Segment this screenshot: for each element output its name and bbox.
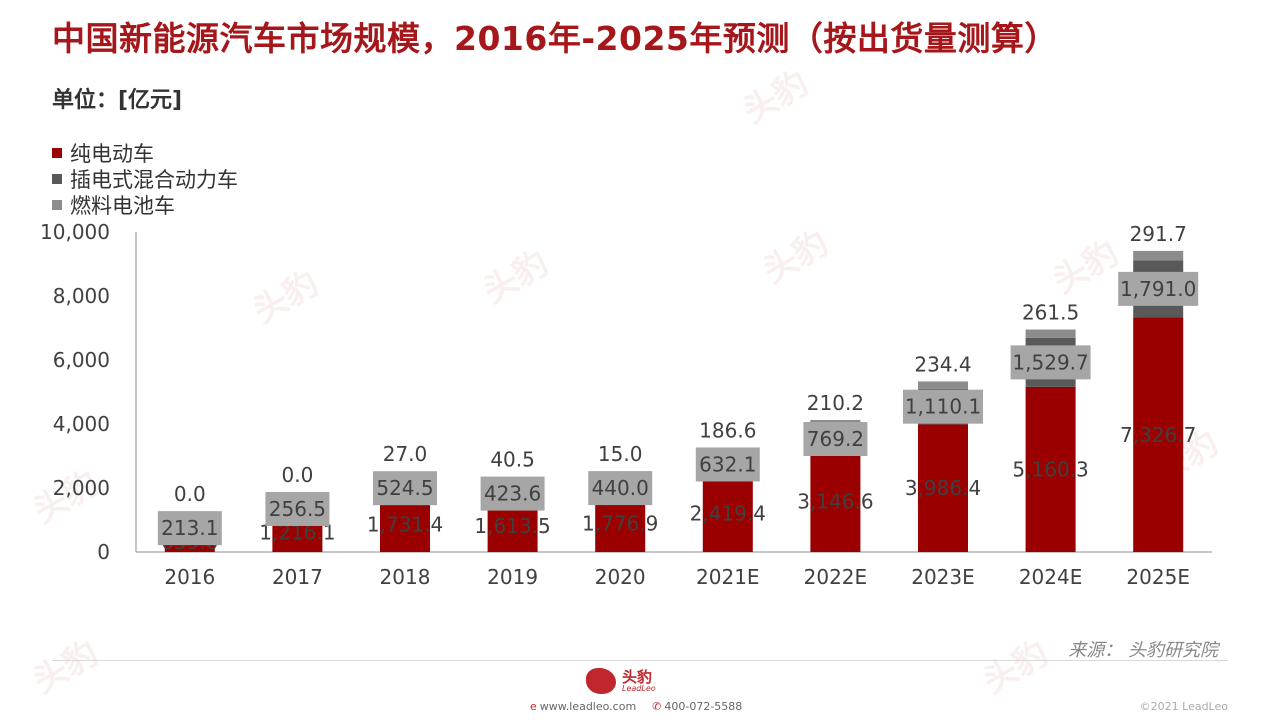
footer-divider (52, 660, 1228, 661)
x-tick-label: 2020 (595, 565, 646, 589)
data-label-box-phev (1010, 345, 1091, 380)
y-tick-label: 6,000 (53, 348, 110, 372)
legend-item-phev: 插电式混合动力车 (52, 166, 238, 192)
data-label-box-phev (265, 491, 330, 526)
y-tick-label: 0 (97, 540, 110, 564)
data-label-bev: 5,160.3 (1012, 457, 1088, 481)
data-label-box-phev (373, 471, 437, 506)
web-icon: e (530, 700, 537, 713)
data-label-fcev: 15.0 (598, 442, 643, 466)
data-label-bev: 2,419.4 (690, 501, 766, 525)
data-label-phev: 256.5 (269, 497, 326, 521)
data-label-bev: 7,326.7 (1120, 423, 1196, 447)
leadleo-logo: 头豹 LeadLeo (586, 668, 656, 694)
website-link[interactable]: e www.leadleo.com (530, 700, 636, 713)
data-label-fcev: 261.5 (1022, 301, 1079, 325)
page-title: 中国新能源汽车市场规模，2016年-2025年预测（按出货量测算） (52, 19, 1058, 58)
data-label-fcev: 27.0 (383, 442, 428, 466)
legend-label-fcev: 燃料电池车 (70, 194, 175, 218)
data-label-bev: 1,613.5 (474, 514, 550, 538)
data-label-phev: 632.1 (699, 452, 756, 476)
bar-segment-fcev (918, 381, 968, 389)
bar-segment-bev (918, 424, 968, 552)
data-label-box-phev (588, 471, 653, 506)
unit-label: 单位：[亿元] (52, 88, 183, 113)
data-label-box-phev (480, 476, 545, 511)
data-label-phev: 213.1 (161, 516, 218, 540)
data-label-fcev: 0.0 (174, 482, 206, 506)
data-label-phev: 423.6 (484, 482, 541, 506)
data-label-phev: 1,110.1 (905, 395, 981, 419)
data-label-box-phev (803, 422, 868, 457)
data-label-box-phev (157, 511, 222, 546)
data-label-phev: 524.5 (376, 476, 433, 500)
logo-text-cn: 头豹 (622, 667, 653, 686)
phone-icon: ✆ (652, 700, 662, 713)
data-label-fcev: 234.4 (914, 352, 971, 376)
x-tick-label: 2025E (1126, 565, 1190, 589)
phone-number: ✆ 400-072-5588 (652, 700, 742, 713)
legend-swatch-fcev (52, 200, 62, 210)
leopard-icon (586, 668, 616, 694)
x-tick-label: 2019 (487, 565, 538, 589)
x-tick-label: 2022E (804, 565, 868, 589)
data-label-phev: 1,529.7 (1012, 350, 1088, 374)
legend-swatch-bev (52, 148, 62, 158)
data-label-phev: 440.0 (592, 476, 649, 500)
source-note: 来源： 头豹研究院 (1068, 640, 1218, 661)
phone-text: 400-072-5588 (664, 700, 743, 713)
data-label-bev: 1,731.4 (367, 512, 443, 536)
data-label-bev: 1,776.9 (582, 512, 658, 536)
bar-segment-bev (1133, 317, 1184, 552)
y-tick-label: 4,000 (53, 412, 110, 436)
data-label-fcev: 210.2 (807, 391, 864, 415)
y-tick-label: 8,000 (53, 284, 110, 308)
data-label-fcev: 40.5 (490, 448, 535, 472)
legend-item-bev: 纯电动车 (52, 140, 238, 166)
bar-segment-bev (1025, 386, 1076, 552)
legend-swatch-phev (52, 174, 62, 184)
data-label-phev: 1,791.0 (1120, 277, 1196, 301)
data-label-fcev: 291.7 (1130, 222, 1187, 246)
copyright: ©2021 LeadLeo (1139, 700, 1228, 713)
bar-segment-bev (810, 451, 861, 552)
data-label-box-phev (695, 447, 760, 482)
data-label-bev: 3,146.6 (797, 490, 873, 514)
chart-legend: 纯电动车 插电式混合动力车 燃料电池车 (52, 140, 238, 218)
bar-segment-bev (380, 496, 430, 552)
y-tick-label: 10,000 (40, 220, 110, 244)
logo-text-en: LeadLeo (622, 683, 656, 693)
data-label-bev: 3,986.4 (905, 476, 981, 500)
legend-label-phev: 插电式混合动力车 (70, 168, 238, 192)
x-tick-label: 2018 (380, 565, 431, 589)
data-label-phev: 769.2 (807, 427, 864, 451)
x-tick-label: 2017 (272, 565, 323, 589)
data-label-box-phev (1118, 271, 1199, 306)
legend-item-fcev: 燃料电池车 (52, 192, 238, 218)
x-tick-label: 2024E (1019, 565, 1083, 589)
bar-segment-fcev (1133, 250, 1184, 261)
data-label-fcev: 0.0 (281, 463, 313, 487)
data-label-box-phev (903, 389, 983, 424)
legend-label-bev: 纯电动车 (70, 142, 154, 166)
footer-contact: e www.leadleo.com ✆ 400-072-5588 (530, 700, 742, 713)
website-text: www.leadleo.com (539, 700, 637, 713)
bar-segment-fcev (1025, 329, 1076, 338)
data-label-fcev: 186.6 (699, 418, 756, 442)
y-tick-label: 2,000 (53, 476, 110, 500)
x-tick-label: 2016 (164, 565, 215, 589)
x-tick-label: 2021E (696, 565, 760, 589)
bar-segment-bev (702, 474, 753, 552)
x-tick-label: 2023E (911, 565, 975, 589)
